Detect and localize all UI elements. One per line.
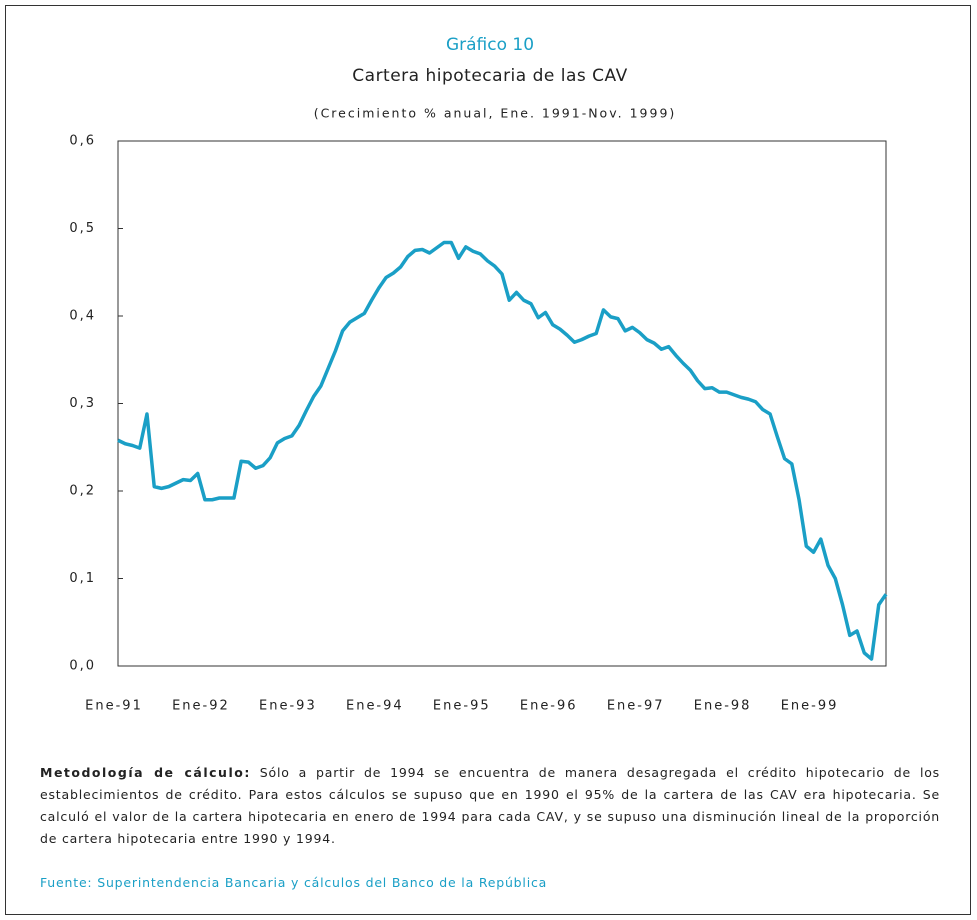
x-tick-label: Ene-99 — [781, 699, 839, 714]
x-tick-label: Ene-91 — [85, 699, 143, 714]
y-tick-label: 0,1 — [69, 571, 96, 586]
x-tick-label: Ene-92 — [172, 699, 230, 714]
x-tick-label: Ene-98 — [694, 699, 752, 714]
chart-subtitle: (Crecimiento % anual, Ene. 1991-Nov. 199… — [314, 106, 677, 121]
source: Fuente: Superintendencia Bancaria y cálc… — [40, 875, 548, 890]
x-tick-label: Ene-97 — [607, 699, 665, 714]
x-tick-label: Ene-94 — [346, 699, 404, 714]
y-tick-label: 0,0 — [69, 659, 96, 674]
x-tick-label: Ene-96 — [520, 699, 578, 714]
methodology: Metodología de cálculo: Sólo a partir de… — [40, 762, 940, 850]
y-tick-label: 0,6 — [69, 134, 96, 149]
y-tick-label: 0,2 — [69, 484, 96, 499]
chart-title: Cartera hipotecaria de las CAV — [352, 66, 627, 86]
chart-header: Gráfico 10 — [446, 35, 534, 55]
plot-frame — [117, 140, 887, 667]
methodology-text: Sólo a partir de 1994 se encuentra de ma… — [40, 765, 940, 846]
line — [117, 240, 888, 661]
y-tick-label: 0,4 — [69, 309, 96, 324]
x-tick-label: Ene-93 — [259, 699, 317, 714]
y-tick-label: 0,5 — [69, 221, 96, 236]
y-tick-label: 0,3 — [69, 396, 96, 411]
x-tick-label: Ene-95 — [433, 699, 491, 714]
chart: Gráfico 10 Cartera hipotecaria de las CA… — [69, 35, 888, 714]
frame — [5, 5, 971, 915]
methodology-label: Metodología de cálculo: — [40, 765, 251, 780]
